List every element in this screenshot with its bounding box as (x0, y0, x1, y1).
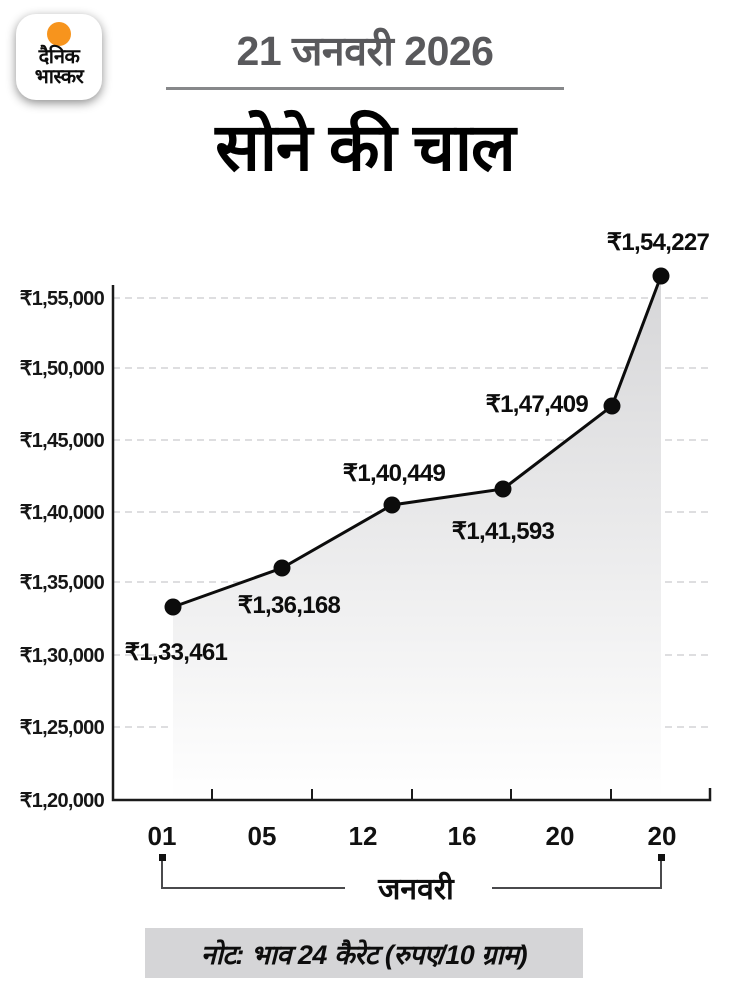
x-axis-label: 16 (448, 821, 477, 851)
footnote-text: नोट: भाव 24 कैरेट (रुपए/10 ग्राम) (200, 939, 528, 970)
bracket-right-dot (658, 854, 665, 861)
value-label: ₹1,41,593 (452, 518, 555, 545)
month-label: जनवरी (377, 871, 455, 906)
data-point (652, 267, 670, 285)
value-label: ₹1,54,227 (607, 229, 710, 256)
chart-plot-area: ₹1,33,461 ₹1,36,168 ₹1,40,449 ₹1,41,593 ₹1,4… (20, 229, 712, 851)
price-line (172, 275, 663, 609)
gold-price-chart: ₹1,33,461 ₹1,36,168 ₹1,40,449 ₹1,41,593 ₹1,4… (20, 229, 712, 906)
data-point (383, 496, 401, 514)
value-label: ₹1,47,409 (486, 391, 589, 418)
y-axis-label: ₹1,50,000 (20, 358, 105, 380)
dainik-bhaskar-logo: दैनिक भास्कर (16, 14, 102, 100)
y-axis-label: ₹1,40,000 (20, 502, 105, 524)
data-point (273, 559, 291, 577)
logo-text-line1: दैनिक (38, 46, 80, 68)
logo-text: दैनिक भास्कर (35, 47, 84, 88)
x-axis-label: 20 (546, 821, 575, 851)
y-axis-label: ₹1,45,000 (20, 430, 105, 452)
y-axis-label: ₹1,30,000 (20, 645, 105, 667)
y-axis-label: ₹1,20,000 (20, 790, 105, 812)
data-point (164, 598, 182, 616)
bracket-right-line (492, 861, 662, 889)
x-axis-label: 05 (248, 821, 277, 851)
header-underline (166, 87, 564, 90)
x-axis-label: 20 (648, 821, 677, 851)
area-fill (173, 276, 661, 800)
bracket-left-line (161, 861, 345, 889)
date-heading: 21 जनवरी 2026 (236, 28, 494, 74)
x-axis-bracket: जनवरी (159, 854, 665, 906)
value-label: ₹1,40,449 (343, 460, 446, 487)
page-title: सोने की चाल (215, 110, 516, 184)
y-axis-label: ₹1,25,000 (20, 717, 105, 739)
value-label: ₹1,36,168 (238, 592, 341, 619)
x-axis-label: 01 (148, 821, 177, 851)
data-point (494, 480, 512, 498)
x-axis-label: 12 (349, 821, 378, 851)
y-axis-label: ₹1,55,000 (20, 288, 105, 310)
bracket-left-dot (159, 854, 166, 861)
data-point (603, 397, 621, 415)
y-axis-label: ₹1,35,000 (20, 572, 105, 594)
logo-sun-icon (47, 22, 71, 46)
logo-text-line2: भास्कर (34, 66, 84, 89)
value-label: ₹1,33,461 (125, 639, 228, 666)
footnote: नोट: भाव 24 कैरेट (रुपए/10 ग्राम) (145, 928, 583, 978)
